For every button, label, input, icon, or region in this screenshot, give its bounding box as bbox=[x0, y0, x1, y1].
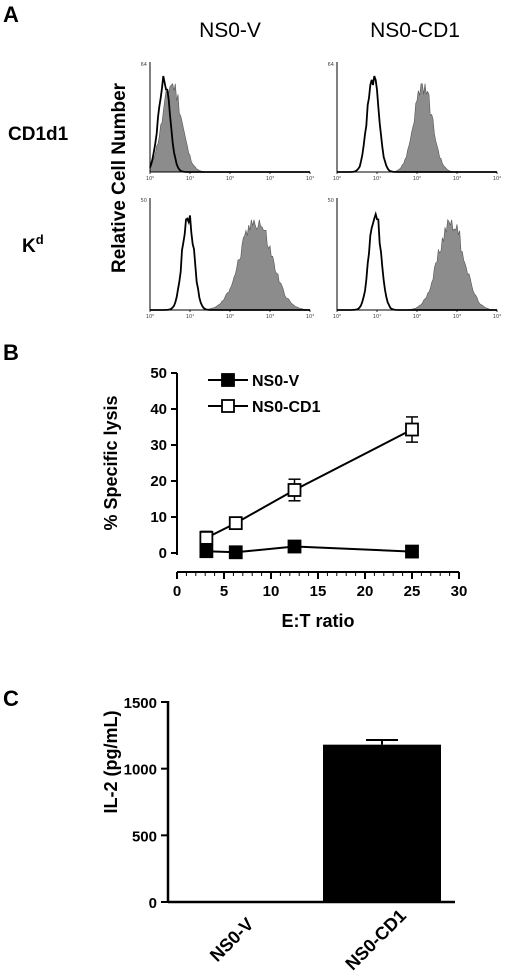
histogram-x-tick-label: 10² bbox=[413, 314, 421, 320]
histogram-x-tick-label: 10² bbox=[226, 314, 234, 320]
lysis-line-chart: 0 10 20 30 40 50 0 5 10 15 20 25 30 NS0-V NS0-CD1 bbox=[150, 365, 467, 600]
line-x-tick-label: 25 bbox=[404, 583, 421, 600]
legend-label: NS0-V bbox=[252, 373, 299, 390]
histogram-x-tick-label: 10⁰ bbox=[146, 314, 154, 320]
histogram-y-max-label: 50 bbox=[141, 198, 147, 204]
bar-y-tick-label: 1500 bbox=[124, 695, 157, 712]
histogram-x-tick-label: 10² bbox=[226, 176, 234, 182]
line-y-tick-label: 50 bbox=[150, 365, 167, 382]
column-header-ns0-v: NS0-V bbox=[199, 19, 261, 42]
line-y-tick-label: 0 bbox=[159, 545, 167, 562]
line-x-axis-label: E:T ratio bbox=[281, 611, 354, 631]
filled-square-marker bbox=[228, 545, 243, 560]
panel-c-label: C bbox=[3, 686, 19, 711]
bar-y-tick-label: 500 bbox=[132, 828, 157, 845]
open-square-marker bbox=[228, 516, 243, 531]
bar-ns0-cd1 bbox=[323, 744, 441, 902]
histogram-x-tick-label: 10¹ bbox=[186, 176, 194, 182]
line-x-tick-label: 20 bbox=[357, 583, 374, 600]
histogram-x-tick-label: 10² bbox=[413, 176, 421, 182]
series-line bbox=[206, 545, 413, 554]
histogram-y-max-label: 50 bbox=[328, 198, 334, 204]
bar-y-tick-label: 0 bbox=[149, 895, 157, 912]
legend-marker bbox=[221, 399, 235, 413]
filled-square-marker bbox=[199, 544, 214, 559]
filled-histogram bbox=[149, 83, 310, 173]
filled-histogram bbox=[150, 219, 311, 311]
row-label-kd-main: K bbox=[22, 236, 36, 257]
legend-label: NS0-CD1 bbox=[252, 399, 321, 416]
histogram-y-max-label: 64 bbox=[141, 62, 147, 68]
open-square-marker bbox=[405, 422, 419, 437]
line-y-tick-label: 30 bbox=[150, 437, 167, 454]
histogram-plot-2: 10⁰ 10¹ 10² 10³ 10⁴ 64 bbox=[328, 62, 501, 182]
histogram-x-tick-label: 10⁴ bbox=[493, 176, 501, 182]
histogram-x-tick-label: 10⁰ bbox=[333, 176, 341, 182]
series-line bbox=[205, 428, 413, 539]
row-label-kd-sup: d bbox=[36, 232, 44, 247]
open-square-marker bbox=[287, 483, 302, 497]
histogram-grid: 10⁰ 10¹ 10² 10³ 10⁴ 64 10⁰ 10¹ 10² 10³ 10⁴ 64 10⁰ 10¹… bbox=[141, 62, 501, 320]
filled-square-marker bbox=[287, 539, 302, 554]
line-x-tick-label: 5 bbox=[220, 583, 228, 600]
histogram-plot-3: 10⁰ 10¹ 10² 10³ 10⁴ 50 bbox=[141, 198, 314, 320]
row-label-kd: Kd bbox=[22, 232, 44, 257]
histogram-x-tick-label: 10¹ bbox=[186, 314, 194, 320]
histogram-x-tick-label: 10⁴ bbox=[493, 314, 501, 320]
line-x-tick-label: 15 bbox=[310, 583, 327, 600]
open-square-marker bbox=[199, 530, 214, 545]
line-y-tick-label: 40 bbox=[150, 401, 167, 418]
row-label-cd1d1: CD1d1 bbox=[8, 124, 69, 145]
histogram-x-tick-label: 10³ bbox=[266, 314, 274, 320]
line-y-axis-label: % Specific lysis bbox=[101, 395, 121, 530]
bar-y-axis-label: IL-2 (pg/mL) bbox=[101, 711, 121, 814]
histogram-x-tick-label: 10³ bbox=[453, 176, 461, 182]
bar-category-label: NS0-CD1 bbox=[341, 905, 410, 974]
line-x-tick-label: 30 bbox=[451, 583, 468, 600]
line-y-tick-label: 20 bbox=[150, 473, 167, 490]
histogram-x-tick-label: 10³ bbox=[453, 314, 461, 320]
line-series-ns0-cd1 bbox=[199, 416, 419, 546]
histogram-x-tick-label: 10⁰ bbox=[333, 314, 341, 320]
histogram-x-tick-label: 10⁴ bbox=[306, 176, 314, 182]
line-legend: NS0-V NS0-CD1 bbox=[208, 373, 321, 416]
line-x-tick-label: 10 bbox=[263, 583, 280, 600]
line-x-tick-label: 0 bbox=[173, 583, 181, 600]
filled-histogram bbox=[337, 218, 498, 311]
column-header-ns0-cd1: NS0-CD1 bbox=[370, 19, 460, 42]
panel-a-label: A bbox=[3, 2, 19, 27]
histogram-x-tick-label: 10¹ bbox=[373, 176, 381, 182]
histogram-x-tick-label: 10⁰ bbox=[146, 176, 154, 182]
histogram-x-tick-label: 10⁴ bbox=[306, 314, 314, 320]
histogram-x-tick-label: 10¹ bbox=[373, 314, 381, 320]
filled-square-marker bbox=[405, 544, 419, 559]
bar-y-tick-label: 1000 bbox=[124, 762, 157, 779]
histogram-x-tick-label: 10³ bbox=[266, 176, 274, 182]
histogram-plot-4: 10⁰ 10¹ 10² 10³ 10⁴ 50 bbox=[328, 198, 501, 320]
il2-bar-chart: 0 500 1000 1500 NS0-V NS0-CD1 bbox=[124, 695, 455, 974]
panel-b-label: B bbox=[3, 340, 19, 365]
histogram-y-axis-label: Relative Cell Number bbox=[109, 82, 130, 273]
line-y-tick-label: 10 bbox=[150, 509, 167, 526]
histogram-y-max-label: 64 bbox=[328, 62, 334, 68]
legend-marker bbox=[221, 373, 235, 387]
bar-category-label: NS0-V bbox=[206, 914, 258, 966]
histogram-plot-1: 10⁰ 10¹ 10² 10³ 10⁴ 64 bbox=[141, 62, 314, 182]
line-series-ns0-v bbox=[199, 539, 419, 560]
